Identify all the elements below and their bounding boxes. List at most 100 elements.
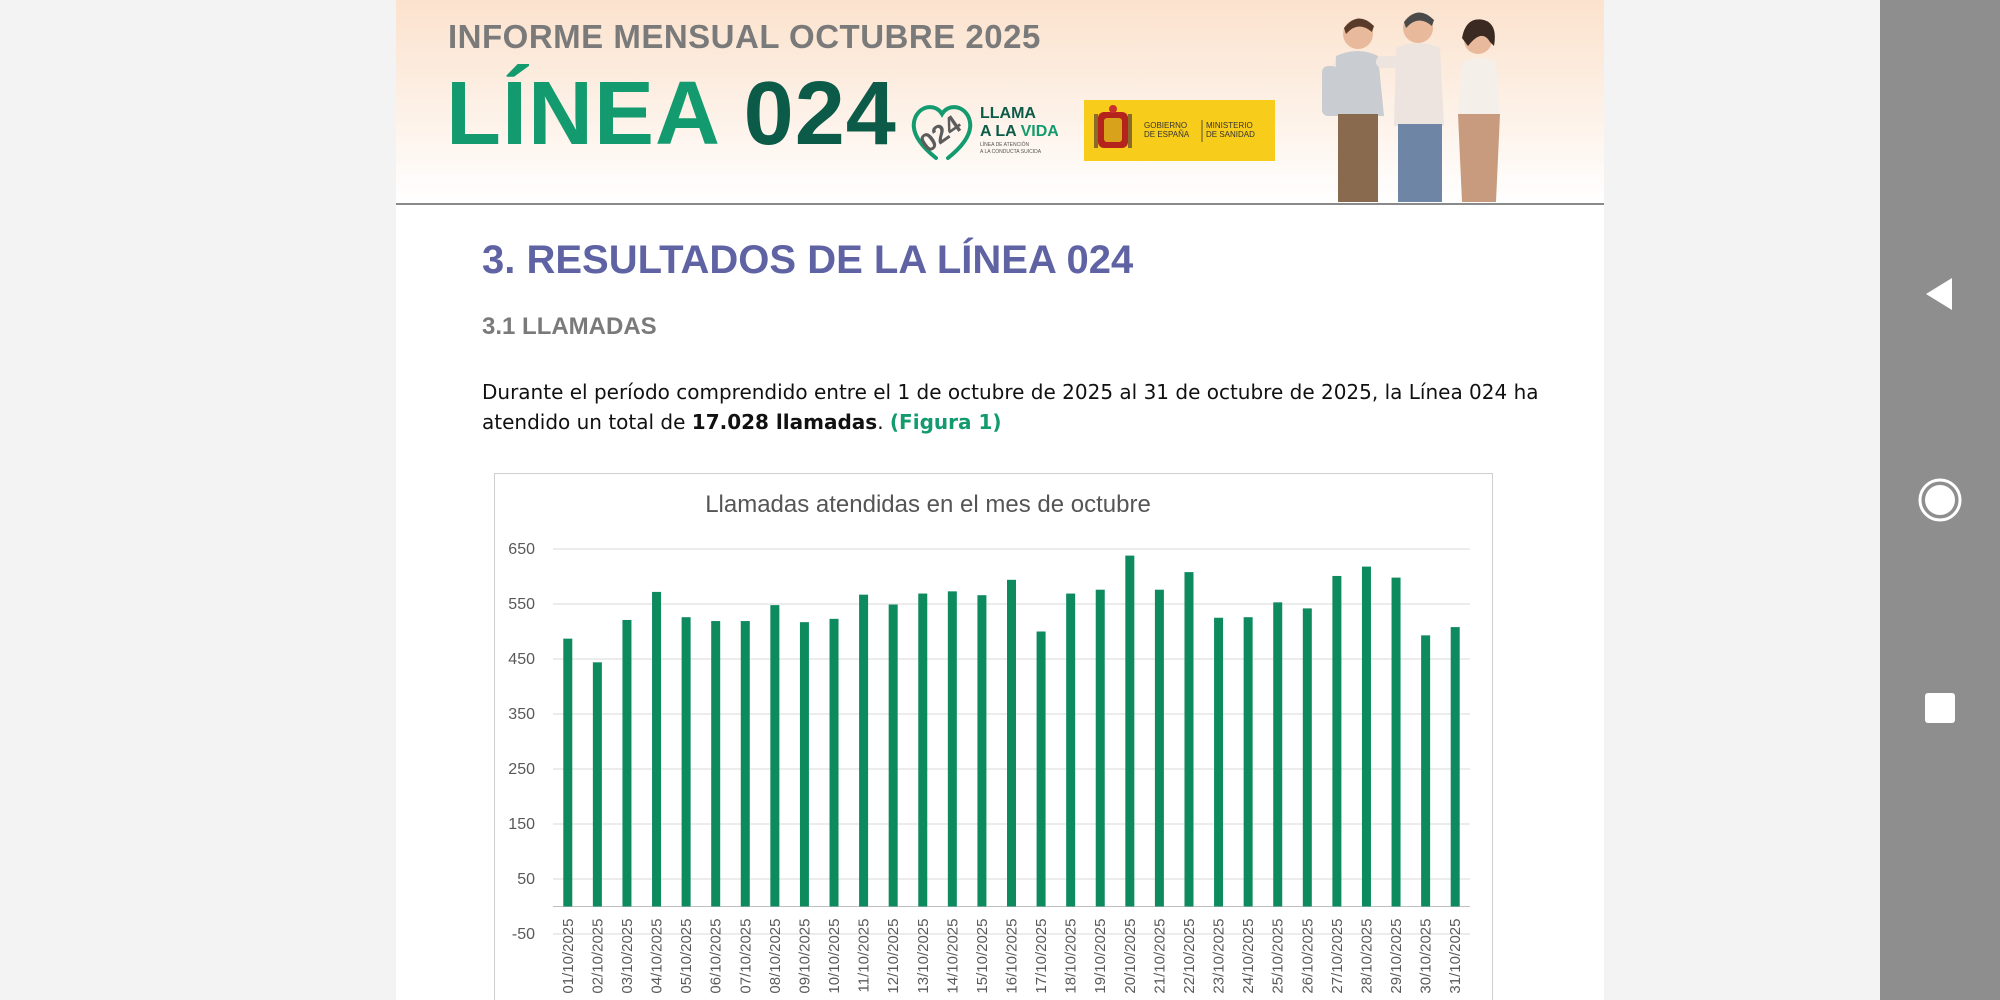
llama-a-la-vida-logo: 024 LLAMA A LA VIDA LÍNEA DE ATENCIÓN A … (911, 105, 1058, 160)
svg-text:A LA VIDA: A LA VIDA (980, 123, 1058, 140)
bar (1036, 631, 1046, 907)
subsection-title: 3.1 LLAMADAS (482, 313, 657, 340)
x-tick-label: 29/10/2025 (1388, 919, 1405, 994)
bar (977, 595, 987, 907)
x-tick-label: 21/10/2025 (1151, 919, 1168, 994)
x-tick-label: 05/10/2025 (678, 919, 695, 994)
people-illustration (1322, 12, 1500, 202)
x-tick-label: 12/10/2025 (885, 919, 902, 994)
x-tick-label: 19/10/2025 (1092, 919, 1109, 994)
bar (799, 622, 809, 907)
bar (859, 594, 869, 907)
paragraph-total-calls: 17.028 llamadas (691, 410, 878, 434)
y-tick-label: 450 (508, 651, 535, 668)
report-header-banner: INFORME MENSUAL OCTUBRE 2025 LÍNEA 024 0… (396, 0, 1604, 205)
bar (711, 621, 721, 907)
back-triangle-icon[interactable] (1922, 274, 1956, 314)
bar (1125, 555, 1135, 907)
gob-line1: GOBIERNO (1144, 121, 1187, 130)
bar (829, 618, 839, 907)
document-page[interactable]: INFORME MENSUAL OCTUBRE 2025 LÍNEA 024 0… (396, 0, 1604, 1000)
bar (1391, 577, 1401, 907)
x-tick-label: 11/10/2025 (856, 919, 873, 993)
x-tick-label: 18/10/2025 (1063, 919, 1080, 994)
bar (1095, 589, 1105, 907)
x-tick-label: 10/10/2025 (826, 919, 843, 994)
x-tick-label: 30/10/2025 (1418, 919, 1435, 994)
bar (1066, 593, 1076, 907)
viewer-right-margin (1604, 0, 1880, 1000)
y-tick-label: 350 (508, 706, 535, 723)
x-tick-label: 13/10/2025 (915, 919, 932, 994)
bar (888, 604, 898, 907)
figure-reference-link[interactable]: (Figura 1) (889, 410, 1002, 434)
logo-line2a: A LA (980, 123, 1021, 140)
x-tick-label: 31/10/2025 (1447, 919, 1464, 994)
bar (681, 617, 691, 907)
x-tick-label: 02/10/2025 (589, 919, 606, 994)
y-tick-label: 150 (508, 816, 535, 833)
gobierno-ministerio-logo: GOBIERNO DE ESPAÑA MINISTERIO DE SANIDAD (1084, 100, 1275, 161)
gob-line3: MINISTERIO (1206, 121, 1253, 130)
x-tick-label: 09/10/2025 (796, 919, 813, 994)
bar (592, 662, 602, 907)
x-tick-label: 17/10/2025 (1033, 919, 1050, 994)
x-tick-label: 26/10/2025 (1299, 919, 1316, 994)
bar (1302, 608, 1312, 907)
bar (1007, 579, 1016, 907)
paragraph-text-1: Durante el período comprendido entre el … (482, 380, 1539, 434)
x-tick-label: 14/10/2025 (944, 919, 961, 994)
paragraph-text-2: . (877, 410, 890, 434)
viewer-left-margin (0, 0, 396, 1000)
x-tick-label: 16/10/2025 (1004, 919, 1021, 994)
bar (1184, 572, 1194, 907)
y-tick-label: 550 (508, 596, 535, 613)
bar (1361, 566, 1371, 907)
line-title-prefix: LÍNEA (446, 64, 744, 164)
report-title: INFORME MENSUAL OCTUBRE 2025 (448, 18, 1041, 55)
bar (947, 591, 957, 907)
x-tick-label: 07/10/2025 (737, 919, 754, 994)
x-tick-label: 28/10/2025 (1358, 919, 1375, 994)
x-tick-label: 06/10/2025 (708, 919, 725, 994)
bar (1450, 627, 1460, 907)
x-tick-label: 20/10/2025 (1122, 919, 1139, 994)
x-tick-label: 25/10/2025 (1270, 919, 1287, 994)
x-tick-label: 08/10/2025 (767, 919, 784, 994)
home-circle-icon[interactable] (1917, 477, 1963, 523)
recents-square-icon[interactable] (1923, 691, 1957, 725)
x-tick-label: 23/10/2025 (1211, 919, 1228, 994)
gob-line2: DE ESPAÑA (1144, 130, 1190, 139)
bar (622, 619, 632, 907)
logo-small2: A LA CONDUCTA SUICIDA (980, 149, 1042, 155)
logo-line1: LLAMA (980, 105, 1036, 122)
coat-of-arms-icon (1094, 105, 1132, 148)
x-tick-label: 27/10/2025 (1329, 919, 1346, 994)
y-tick-label: -50 (512, 926, 535, 943)
calls-bar-chart: Llamadas atendidas en el mes de octubre … (494, 473, 1493, 1000)
logo-line2b: VIDA (1021, 123, 1058, 140)
logo-small1: LÍNEA DE ATENCIÓN (980, 141, 1029, 148)
x-tick-label: 04/10/2025 (649, 919, 666, 994)
line-title: LÍNEA 024 (446, 64, 897, 164)
system-navigation-bar (1880, 0, 2000, 1000)
bar (770, 605, 780, 907)
x-tick-label: 22/10/2025 (1181, 919, 1198, 994)
bar (1154, 589, 1164, 907)
section-title: 3. RESULTADOS DE LA LÍNEA 024 (482, 238, 1134, 282)
chart-title: Llamadas atendidas en el mes de octubre (705, 491, 1151, 518)
bar (1243, 617, 1253, 907)
bar (1332, 575, 1342, 907)
x-tick-label: 01/10/2025 (560, 919, 577, 994)
bar (1214, 617, 1224, 907)
calls-summary-paragraph: Durante el período comprendido entre el … (482, 377, 1542, 437)
y-tick-label: 50 (517, 871, 535, 888)
bar (740, 621, 750, 907)
gob-line4: DE SANIDAD (1206, 130, 1255, 139)
chart-canvas: Llamadas atendidas en el mes de octubre … (508, 491, 1470, 994)
line-title-number: 024 (743, 64, 897, 164)
bar (918, 593, 928, 907)
x-tick-label: 24/10/2025 (1240, 919, 1257, 994)
y-tick-label: 250 (508, 761, 535, 778)
bar (652, 591, 662, 907)
